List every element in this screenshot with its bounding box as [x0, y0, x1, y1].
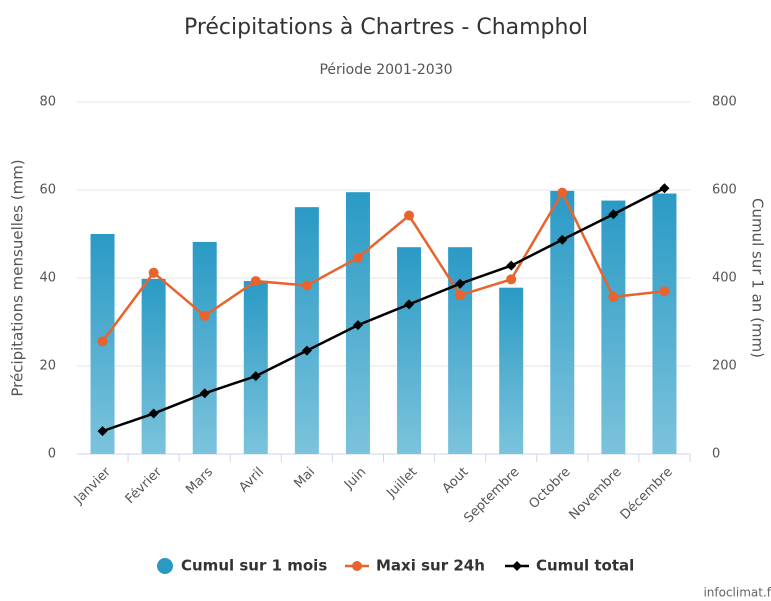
y-tick-label: 0 — [48, 447, 56, 462]
x-tick-label: Mars — [183, 465, 216, 498]
x-tick-label: Octobre — [526, 465, 573, 512]
x-tick-label: Février — [123, 464, 166, 507]
bar — [499, 287, 524, 454]
y2-tick-label: 600 — [712, 183, 737, 198]
y2-tick-label: 400 — [712, 271, 737, 286]
line — [102, 187, 666, 433]
x-tick-label: Juillet — [384, 465, 421, 502]
x-tick-label: Décembre — [618, 465, 676, 523]
legend-label: Cumul total — [536, 557, 634, 575]
y-tick-label: 80 — [39, 95, 56, 110]
bar — [601, 200, 626, 454]
x-tick-label: Novembre — [566, 465, 624, 523]
point — [148, 267, 159, 278]
line — [101, 190, 665, 343]
bar — [243, 281, 268, 454]
point — [608, 291, 619, 302]
point — [97, 336, 108, 347]
point — [301, 280, 312, 291]
bar — [550, 190, 575, 454]
chart-subtitle: Période 2001-2030 — [319, 62, 452, 78]
point — [659, 183, 670, 194]
point — [659, 286, 670, 297]
point — [455, 278, 466, 289]
point — [250, 371, 261, 382]
bar — [652, 193, 677, 454]
y2-tick-label: 800 — [712, 95, 737, 110]
point — [148, 408, 159, 419]
legend-marker — [352, 561, 362, 571]
y-axis-title: Précipitations mensuelles (mm) — [9, 159, 27, 396]
point — [557, 234, 568, 245]
chart-title: Précipitations à Chartres - Champhol — [184, 15, 588, 40]
x-tick-label: Aout — [440, 465, 472, 497]
point — [250, 276, 261, 287]
legend-marker — [157, 558, 173, 574]
y-tick-label: 40 — [39, 271, 56, 286]
point — [199, 388, 210, 399]
legend-label: Cumul sur 1 mois — [181, 557, 327, 575]
bar — [448, 247, 473, 454]
x-tick-label: Juin — [341, 465, 369, 493]
point — [352, 320, 363, 331]
point — [506, 274, 517, 285]
legend-marker — [512, 561, 522, 571]
legend-label: Maxi sur 24h — [376, 557, 485, 575]
y2-axis-title: Cumul sur 1 an (mm) — [749, 198, 767, 358]
y-tick-label: 60 — [39, 183, 56, 198]
point — [557, 187, 568, 198]
x-tick-label: Mai — [291, 465, 318, 492]
point — [608, 209, 619, 220]
bar — [141, 278, 166, 454]
bar — [192, 241, 217, 454]
point — [199, 310, 210, 321]
bar — [294, 207, 319, 454]
point — [352, 252, 363, 263]
y2-tick-label: 200 — [712, 359, 737, 374]
point — [97, 426, 108, 437]
y2-tick-label: 0 — [712, 447, 720, 462]
point — [506, 260, 517, 271]
x-tick-label: Janvier — [71, 464, 114, 507]
x-tick-label: Avril — [236, 465, 267, 496]
x-tick-label: Septembre — [461, 465, 522, 526]
y-tick-label: 20 — [39, 359, 56, 374]
credit: infoclimat.f — [703, 586, 771, 600]
point — [404, 299, 415, 310]
point — [301, 345, 312, 356]
point — [455, 290, 466, 301]
bar — [397, 247, 422, 454]
point — [404, 210, 415, 221]
